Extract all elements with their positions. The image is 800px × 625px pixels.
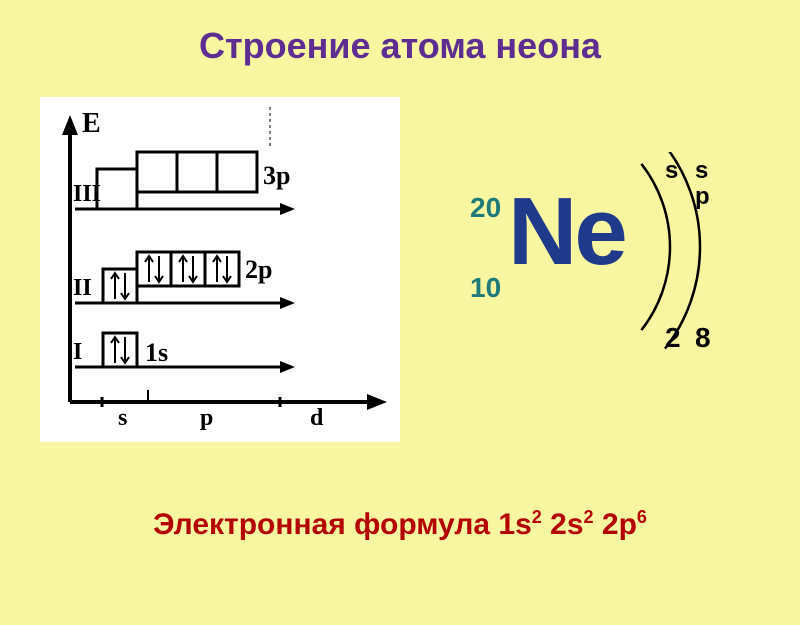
svg-text:E: E [82,108,101,139]
svg-text:p: p [200,405,213,431]
svg-text:s: s [118,405,127,431]
svg-text:II: II [73,275,92,301]
svg-text:3p: 3p [263,161,290,190]
svg-text:1s: 1s [145,338,168,367]
svg-text:I: I [73,339,82,365]
element-shell-panel: 20 10 Ne s2sp8 [470,152,770,372]
energy-level-diagram: EspdIII3pII2pI1s [40,97,400,442]
svg-text:2p: 2p [245,255,272,284]
title-text: Строение атома неона [199,25,601,66]
formula-prefix: Электронная формула [153,508,498,541]
svg-text:s: s [695,157,708,184]
svg-text:8: 8 [695,322,711,353]
formula-body: 1s2 2s2 2p6 [498,508,647,541]
svg-text:p: p [695,183,710,210]
electron-formula: Электронная формула 1s2 2s2 2p6 [0,507,800,542]
page-title: Строение атома неона [0,25,800,67]
svg-text:d: d [310,405,324,431]
